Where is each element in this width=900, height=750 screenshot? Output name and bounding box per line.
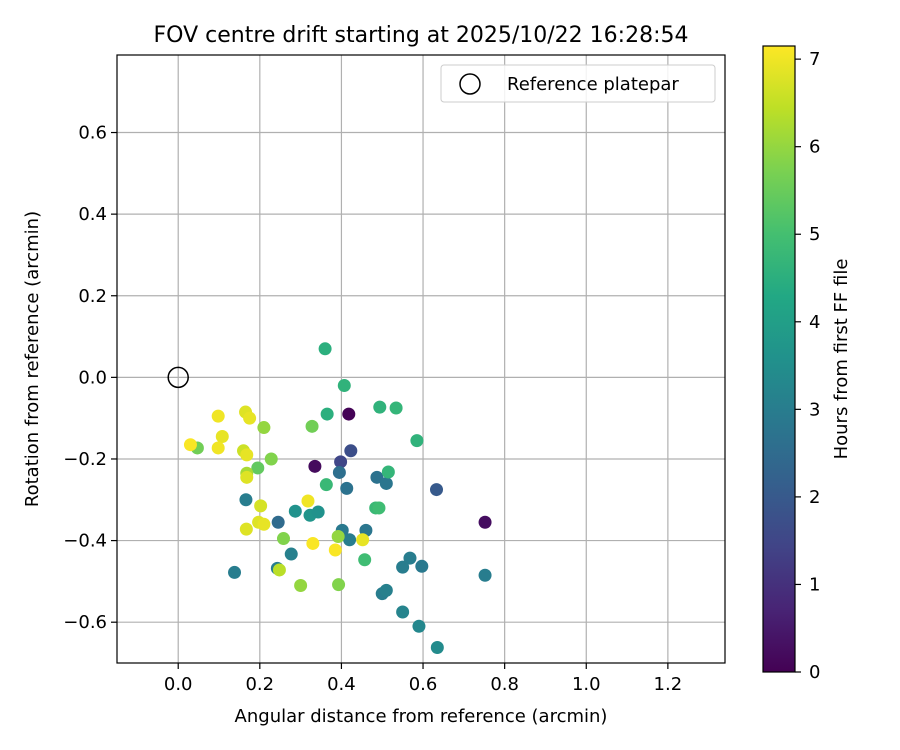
- data-point: [305, 419, 319, 433]
- data-point: [412, 619, 426, 633]
- colorbar-tick-label: 4: [809, 312, 820, 333]
- data-point: [319, 478, 333, 492]
- x-tick-label: 0.8: [490, 674, 519, 695]
- data-point: [240, 448, 254, 462]
- data-point: [478, 568, 492, 582]
- colorbar: 0 1 2 3 4 5 6 7 Hours from first FF file: [762, 45, 852, 683]
- data-point: [478, 515, 492, 529]
- data-point: [318, 342, 332, 356]
- data-point: [272, 563, 286, 577]
- data-point: [372, 501, 386, 515]
- colorbar-label: Hours from first FF file: [831, 259, 852, 460]
- plot-frame: [116, 54, 726, 664]
- data-point: [379, 583, 393, 597]
- data-point: [311, 505, 325, 519]
- y-axis-ticks: −0.6 −0.4 −0.2 0.0 0.2 0.4 0.6: [63, 123, 117, 633]
- reference-marker: [167, 366, 189, 389]
- data-point: [243, 411, 257, 425]
- data-point: [276, 532, 290, 546]
- data-point: [332, 465, 346, 479]
- data-point: [379, 476, 393, 490]
- data-point: [396, 605, 410, 619]
- data-point: [340, 481, 354, 495]
- data-point: [389, 401, 403, 415]
- data-point: [254, 499, 268, 513]
- colorbar-tick-label: 6: [809, 137, 820, 158]
- legend-box: [440, 64, 716, 103]
- y-tick-label: 0.4: [78, 204, 107, 225]
- data-point: [396, 560, 410, 574]
- legend-entry-reference: Reference platepar: [507, 74, 679, 95]
- colorbar-gradient: [762, 45, 796, 673]
- data-point: [403, 551, 417, 565]
- x-axis-ticks: 0.0 0.2 0.4 0.6 0.8 1.0 1.2: [164, 663, 682, 695]
- data-point: [264, 452, 278, 466]
- data-point: [358, 553, 372, 567]
- grid: [117, 55, 725, 663]
- data-point: [251, 461, 265, 475]
- data-point: [240, 470, 254, 484]
- colorbar-tick-label: 1: [809, 574, 820, 595]
- data-point: [228, 565, 242, 579]
- y-tick-label: −0.4: [63, 531, 107, 552]
- data-point: [294, 578, 308, 592]
- y-tick-label: −0.2: [63, 449, 107, 470]
- colorbar-tick-label: 2: [809, 487, 820, 508]
- data-point: [381, 465, 395, 479]
- x-tick-label: 0.2: [245, 674, 274, 695]
- x-tick-label: 1.2: [654, 674, 683, 695]
- x-tick-label: 0.4: [327, 674, 356, 695]
- data-point: [331, 530, 345, 544]
- colorbar-tick-label: 7: [809, 49, 820, 70]
- y-axis-label: Rotation from reference (arcmin): [22, 211, 43, 507]
- x-tick-label: 0.6: [409, 674, 438, 695]
- chart-title: FOV centre drift starting at 2025/10/22 …: [154, 23, 689, 48]
- data-point: [308, 459, 322, 473]
- x-tick-label: 1.0: [572, 674, 601, 695]
- data-point: [373, 400, 387, 414]
- data-point: [257, 517, 271, 531]
- data-point: [301, 494, 315, 508]
- data-point: [183, 438, 197, 452]
- data-point: [271, 515, 285, 529]
- colorbar-ticks: 0 1 2 3 4 5 6 7: [795, 49, 820, 683]
- data-point: [257, 421, 271, 435]
- data-point: [356, 533, 370, 547]
- data-point: [211, 441, 225, 455]
- data-point: [320, 407, 334, 421]
- data-point: [215, 430, 229, 444]
- y-tick-label: 0.6: [78, 123, 107, 144]
- data-point: [239, 522, 253, 536]
- data-point: [410, 434, 424, 448]
- data-point: [306, 536, 320, 550]
- colorbar-tick-label: 3: [809, 399, 820, 420]
- y-tick-label: −0.6: [63, 612, 107, 633]
- legend-marker-icon: [459, 73, 481, 95]
- y-tick-label: 0.2: [78, 286, 107, 307]
- data-points: [183, 342, 492, 654]
- colorbar-tick-label: 0: [809, 662, 820, 683]
- data-point: [337, 379, 351, 393]
- x-tick-label: 0.0: [164, 674, 193, 695]
- data-point: [284, 547, 298, 561]
- y-tick-label: 0.0: [78, 367, 107, 388]
- data-point: [430, 640, 444, 654]
- data-point: [415, 559, 429, 573]
- x-axis-label: Angular distance from reference (arcmin): [235, 706, 608, 727]
- data-point: [211, 409, 225, 423]
- data-point: [343, 533, 357, 547]
- data-point: [342, 407, 356, 421]
- data-point: [370, 470, 384, 484]
- colorbar-tick-label: 5: [809, 224, 820, 245]
- data-point: [344, 444, 358, 458]
- legend: Reference platepar: [440, 64, 716, 103]
- data-point: [430, 483, 444, 497]
- data-point: [334, 455, 348, 469]
- data-point: [328, 543, 342, 557]
- data-point: [288, 504, 302, 518]
- data-point: [239, 493, 253, 507]
- data-point: [332, 578, 346, 592]
